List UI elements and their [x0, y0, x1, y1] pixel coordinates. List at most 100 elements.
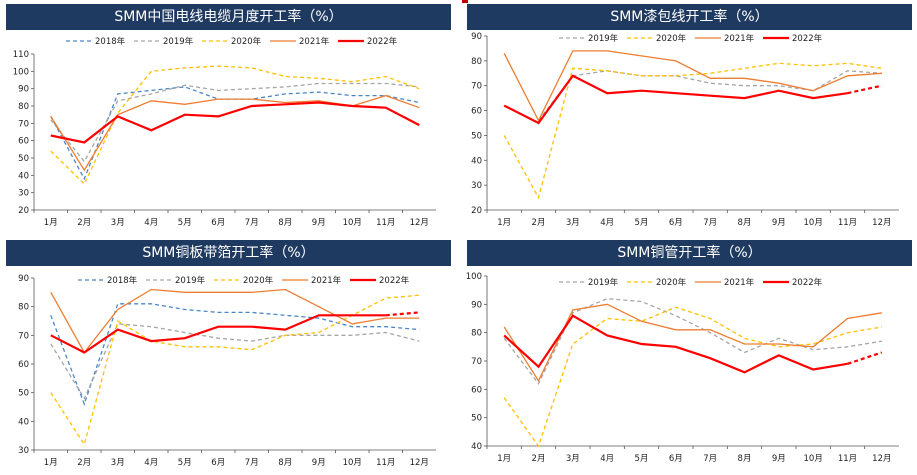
legend-label: 2018年 — [107, 275, 138, 286]
accent-mark — [462, 0, 468, 3]
y-tick-label: 70 — [18, 331, 29, 341]
x-tick-label: 7月 — [245, 458, 259, 468]
y-tick-label: 60 — [471, 385, 482, 395]
legend-label: 2020年 — [656, 277, 687, 288]
y-tick-label: 70 — [471, 82, 482, 92]
chart-title-2: SMM漆包线开工率（%） — [467, 4, 912, 30]
x-tick-label: 8月 — [278, 458, 292, 468]
x-tick-label: 1月 — [44, 218, 58, 228]
x-tick-label: 9月 — [772, 218, 786, 228]
y-tick-label: 40 — [18, 417, 29, 427]
legend-label: 2020年 — [231, 36, 262, 47]
x-tick-label: 6月 — [211, 218, 225, 228]
chart-title-1: SMM中国电线电缆月度开工率（%） — [6, 4, 451, 30]
x-tick-label: 11月 — [376, 458, 395, 468]
x-tick-label: 12月 — [410, 458, 429, 468]
chart-svg-2: 20 30 40 50 60 70 80 90 1月 2月 3月 4月 5月 6月 7月 8月 9月 10月 11月… — [471, 32, 899, 228]
y-tick-label: 80 — [18, 102, 29, 112]
chart-svg-1: 20 30 40 50 60 70 80 90 100 110 1月 2月 3月 4月 5月 6月 7月 8月 9月… — [13, 36, 436, 228]
x-tick-label: 10月 — [804, 454, 823, 464]
y-tick-label: 30 — [18, 189, 29, 199]
chart-title-3: SMM铜板带箔开工率（%） — [6, 240, 451, 266]
x-tick-label: 3月 — [566, 218, 580, 228]
series-line-2020年 — [503, 306, 882, 448]
x-tick-label: 8月 — [738, 454, 752, 464]
x-tick-label: 6月 — [669, 454, 683, 464]
x-tick-label: 5月 — [635, 454, 649, 464]
x-tick-label: 3月 — [566, 454, 580, 464]
y-tick-label: 100 — [13, 67, 29, 77]
y-tick-label: 50 — [471, 131, 482, 141]
x-tick-label: 12月 — [872, 218, 891, 228]
x-tick-label: 1月 — [44, 458, 58, 468]
x-tick-label: 5月 — [178, 218, 192, 228]
y-tick-label: 40 — [18, 171, 29, 181]
legend-label: 2022年 — [792, 277, 823, 288]
x-tick-label: 1月 — [497, 454, 511, 464]
chart-title-4: SMM铜管开工率（%） — [467, 240, 912, 266]
x-tick-label: 9月 — [772, 454, 786, 464]
x-tick-label: 2月 — [532, 454, 546, 464]
x-tick-label: 11月 — [838, 218, 857, 228]
legend-label: 2021年 — [299, 36, 330, 47]
series-line-2018年 — [50, 303, 420, 407]
x-tick-label: 2月 — [77, 458, 91, 468]
series-line-2019年 — [50, 82, 420, 163]
x-tick-label: 1月 — [497, 218, 511, 228]
y-tick-label: 110 — [13, 50, 29, 60]
chart-svg-3: 30 40 50 60 70 80 90 1月 2月 3月 4月 5月 6月 7月 8月 9月 10月 11月 12… — [18, 274, 436, 468]
y-tick-label: 60 — [471, 107, 482, 117]
legend-label: 2022年 — [792, 33, 823, 44]
x-tick-label: 12月 — [410, 218, 429, 228]
y-tick-label: 40 — [471, 156, 482, 166]
x-tick-label: 2月 — [77, 218, 91, 228]
legend-label: 2021年 — [311, 275, 342, 286]
x-tick-label: 7月 — [703, 218, 717, 228]
y-tick-label: 80 — [18, 303, 29, 313]
x-tick-label: 5月 — [178, 458, 192, 468]
series-line-forecast-2022年 — [847, 84, 883, 95]
y-tick-label: 50 — [471, 414, 482, 424]
x-tick-label: 8月 — [278, 218, 292, 228]
x-tick-label: 3月 — [111, 458, 125, 468]
y-tick-label: 50 — [18, 154, 29, 164]
y-tick-label: 70 — [18, 119, 29, 129]
x-tick-label: 4月 — [144, 218, 158, 228]
x-tick-label: 10月 — [343, 218, 362, 228]
x-tick-label: 12月 — [872, 454, 891, 464]
y-tick-label: 20 — [471, 206, 482, 216]
series-line-2022年 — [50, 101, 420, 144]
legend-label: 2020年 — [656, 33, 687, 44]
x-tick-label: 3月 — [111, 218, 125, 228]
series-line-2020年 — [503, 62, 882, 200]
x-tick-label: 11月 — [838, 454, 857, 464]
y-tick-label: 50 — [18, 389, 29, 399]
series-line-2021年 — [50, 94, 420, 172]
x-tick-label: 9月 — [312, 458, 326, 468]
y-tick-label: 80 — [471, 57, 482, 67]
legend-label: 2019年 — [588, 277, 619, 288]
y-tick-label: 60 — [18, 360, 29, 370]
legend-label: 2019年 — [588, 33, 619, 44]
x-tick-label: 10月 — [804, 218, 823, 228]
x-tick-label: 6月 — [211, 458, 225, 468]
x-tick-label: 4月 — [600, 218, 614, 228]
y-tick-label: 60 — [18, 137, 29, 147]
legend-label: 2019年 — [163, 36, 194, 47]
series-line-forecast-2022年 — [847, 351, 883, 365]
series-line-2021年 — [503, 50, 882, 122]
series-line-2019年 — [503, 298, 882, 385]
y-tick-label: 80 — [471, 329, 482, 339]
series-line-2020年 — [50, 294, 420, 446]
chart-svg-4: 40 50 60 70 80 90 100 1月 2月 3月 4月 5月 6月 7月 8月 9月 10月 11月 1… — [466, 272, 899, 464]
legend-label: 2021年 — [724, 277, 755, 288]
y-tick-label: 70 — [471, 357, 482, 367]
x-tick-label: 2月 — [532, 218, 546, 228]
x-tick-label: 11月 — [376, 218, 395, 228]
x-tick-label: 7月 — [703, 454, 717, 464]
series-line-2021年 — [503, 303, 882, 383]
x-tick-label: 10月 — [343, 458, 362, 468]
x-tick-label: 8月 — [738, 218, 752, 228]
series-line-forecast-2022年 — [385, 311, 420, 317]
x-tick-label: 4月 — [600, 454, 614, 464]
